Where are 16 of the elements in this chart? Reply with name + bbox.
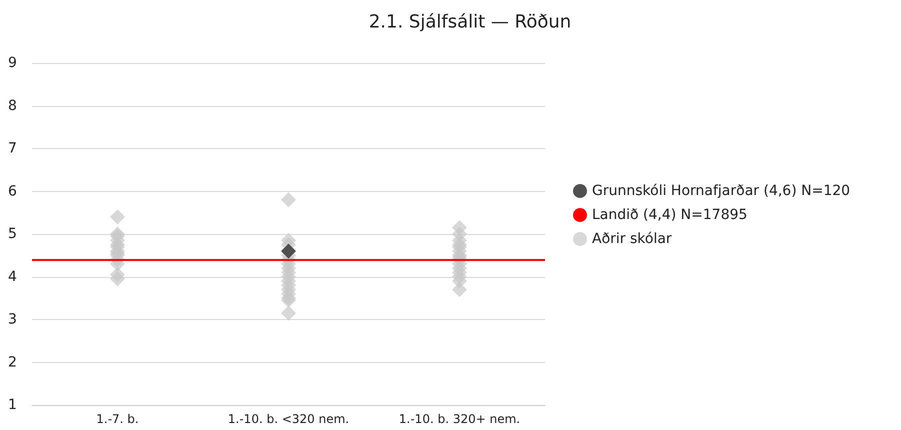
y-tick-label: 6 [8, 183, 17, 200]
x-tick-label: 1.-7. b. [96, 412, 139, 426]
x-tick-label: 1.-10. b. 320+ nem. [398, 412, 520, 426]
y-tick-label: 3 [8, 312, 17, 328]
y-tick-label: 4 [8, 268, 17, 285]
x-tick-label: 1.-10. b. <320 nem. [228, 412, 350, 426]
y-tick-label: 5 [8, 226, 17, 242]
chart-title: 2.1. Sjálfsálit — Röðun [368, 12, 572, 32]
y-tick-label: 7 [8, 140, 17, 156]
legend-label: Grunnskóli Hornafjarðar (4,6) N=120 [592, 183, 850, 199]
y-tick-label: 2 [8, 354, 17, 370]
legend-label: Aðrir skólar [592, 231, 672, 247]
y-tick-label: 8 [8, 98, 17, 114]
legend-label: Landið (4,4) N=17895 [592, 207, 748, 223]
y-tick-label: 9 [8, 55, 17, 71]
y-tick-label: 1 [8, 397, 17, 413]
